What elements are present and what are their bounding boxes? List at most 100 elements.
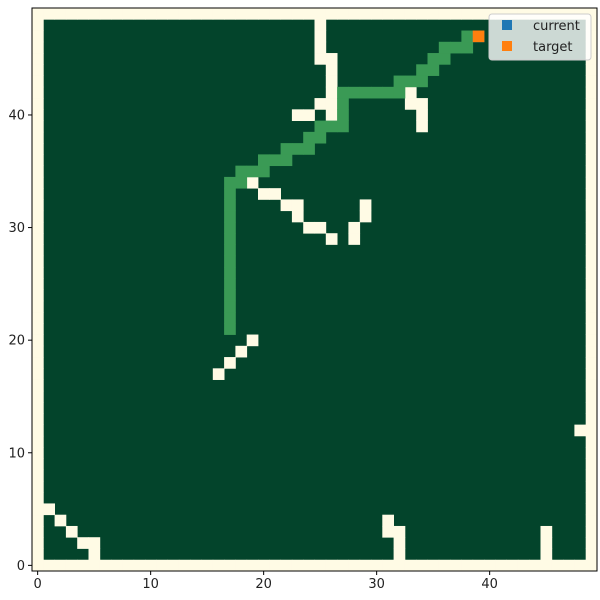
obstacle-cell [540,559,553,572]
obstacle-cell [585,30,598,43]
obstacle-cell [77,537,89,549]
legend-current-label: current [533,19,580,34]
obstacle-cell [472,559,485,572]
obstacle-cell [133,8,146,20]
obstacle-cell [43,559,55,572]
obstacle-cell [393,8,406,20]
obstacle-cell [585,368,598,380]
obstacle-cell [585,75,598,88]
obstacle-cell [314,98,327,110]
obstacle-cell [585,86,598,99]
legend: current target [488,13,592,61]
obstacle-cell [212,368,225,380]
obstacle-cell [224,8,236,20]
obstacle-cell [314,8,327,20]
obstacle-cell [416,8,428,20]
obstacle-cell [32,525,44,538]
obstacle-cell [348,8,361,20]
obstacle-cell [314,53,327,65]
obstacle-cell [32,345,44,358]
obstacle-cell [246,559,259,572]
obstacle-cell [585,424,598,437]
obstacle-cell [585,379,598,392]
obstacle-cell [416,559,428,572]
obstacle-cell [325,98,338,110]
obstacle-cell [32,143,44,155]
obstacle-cell [269,559,281,572]
obstacle-cell [32,492,44,504]
obstacle-cell [291,8,304,20]
obstacle-cell [32,255,44,268]
path-cell [337,98,349,110]
obstacle-cell [201,8,214,20]
legend-current-marker [502,20,512,30]
obstacle-cell [303,221,315,234]
obstacle-cell [314,41,327,54]
path-cell [224,312,236,324]
obstacle-cell [32,8,44,20]
obstacle-cell [529,559,541,572]
obstacle-cell [585,492,598,504]
obstacle-cell [32,86,44,99]
obstacle-cell [32,503,44,516]
path-cell [461,30,474,43]
obstacle-cell [585,345,598,358]
obstacle-cell [32,19,44,31]
obstacle-cell [99,559,112,572]
obstacle-cell [325,559,338,572]
obstacle-cell [235,345,248,358]
obstacle-cell [32,233,44,245]
x-tick-label: 0 [34,577,42,592]
obstacle-cell [438,8,451,20]
obstacle-cell [65,559,78,572]
obstacle-cell [32,300,44,313]
obstacle-cell [32,357,44,369]
path-cell [371,86,383,99]
obstacle-cell [585,537,598,549]
obstacle-cell [145,8,157,20]
obstacle-cell [32,514,44,527]
obstacle-cell [43,503,55,516]
obstacle-cell [484,559,496,572]
obstacle-cell [585,120,598,133]
path-cell [246,165,259,178]
obstacle-cell [145,559,157,572]
obstacle-cell [325,8,338,20]
obstacle-cell [88,537,101,549]
y-tick-label: 0 [17,559,25,574]
obstacle-cell [585,390,598,403]
plot-area [31,7,598,572]
obstacle-cell [404,98,417,110]
path-cell [224,221,236,234]
obstacle-cell [585,64,598,76]
obstacle-cell [325,75,338,88]
obstacle-cell [178,559,191,572]
obstacle-cell [122,559,135,572]
path-cell [303,143,315,155]
path-cell [235,176,248,189]
obstacle-cell [235,8,248,20]
obstacle-cell [32,199,44,212]
obstacle-cell [32,266,44,279]
obstacle-cell [269,188,281,200]
path-cell [337,109,349,121]
obstacle-cell [314,30,327,43]
obstacle-cell [280,199,293,212]
obstacle-cell [585,514,598,527]
obstacle-cell [427,559,440,572]
obstacle-cell [585,19,598,31]
obstacle-cell [393,537,406,549]
path-cell [224,233,236,245]
obstacle-cell [246,176,259,189]
obstacle-cell [393,548,406,561]
obstacle-cell [506,559,519,572]
obstacle-cell [314,559,327,572]
path-cell [224,266,236,279]
obstacle-cell [585,300,598,313]
path-cell [337,86,349,99]
obstacle-cell [585,334,598,347]
path-cell [224,300,236,313]
obstacle-cell [461,559,474,572]
obstacle-cell [585,188,598,200]
obstacle-cell [585,221,598,234]
